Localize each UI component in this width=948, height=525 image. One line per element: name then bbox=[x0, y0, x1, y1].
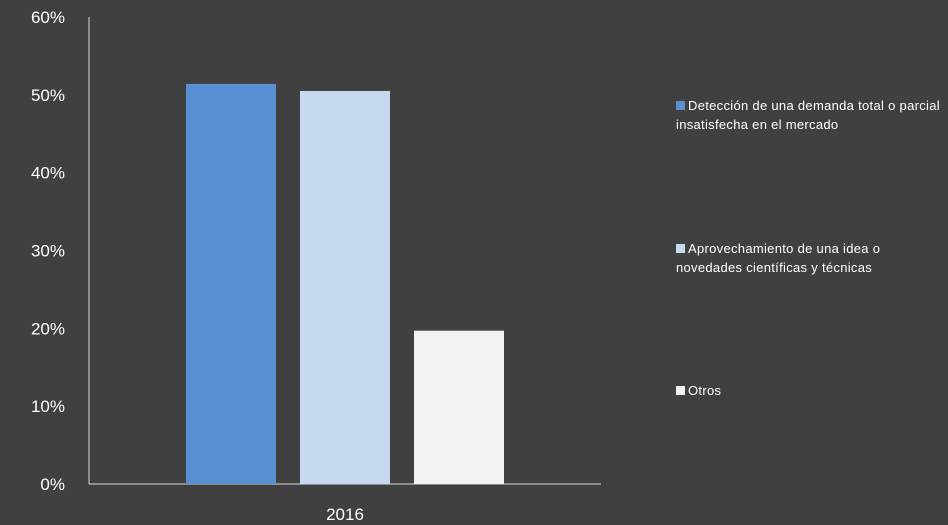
legend-swatch bbox=[676, 244, 685, 253]
bar-series-3 bbox=[414, 330, 504, 484]
legend-item: Otros bbox=[676, 381, 946, 400]
legend-item: Detección de una demanda total o parcial… bbox=[676, 96, 946, 134]
bar-series-2 bbox=[300, 90, 390, 485]
legend-label: Otros bbox=[688, 383, 722, 398]
y-tick-label: 10% bbox=[31, 397, 65, 416]
y-tick-label: 60% bbox=[31, 8, 65, 27]
y-tick-label: 50% bbox=[31, 86, 65, 105]
y-tick-label: 0% bbox=[40, 475, 65, 494]
legend-label: Detección de una demanda total o parcial… bbox=[676, 98, 940, 132]
legend-label: Aprovechamiento de una idea o novedades … bbox=[676, 241, 881, 275]
bar-series-1 bbox=[186, 83, 276, 484]
legend-swatch bbox=[676, 101, 685, 110]
legend-item: Aprovechamiento de una idea o novedades … bbox=[676, 239, 946, 277]
y-tick-label: 30% bbox=[31, 242, 65, 261]
legend-swatch bbox=[676, 386, 685, 395]
y-tick-label: 20% bbox=[31, 319, 65, 338]
y-tick-label: 40% bbox=[31, 164, 65, 183]
x-category-label: 2016 bbox=[326, 505, 364, 524]
